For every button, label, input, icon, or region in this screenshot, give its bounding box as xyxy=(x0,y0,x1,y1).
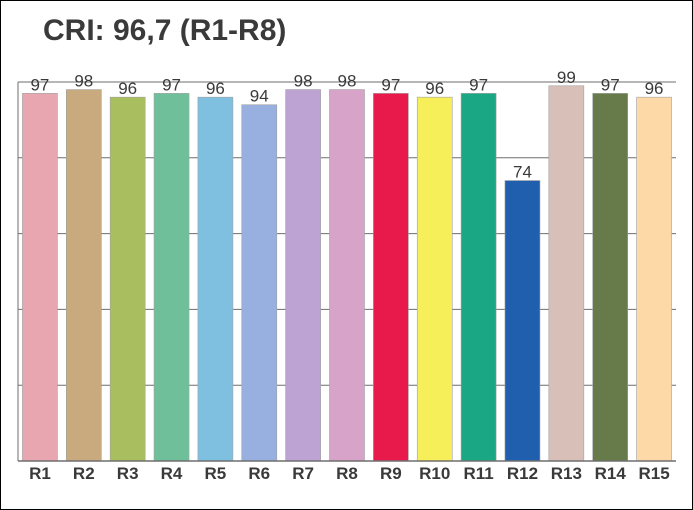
tick-label-r14: R14 xyxy=(595,464,627,483)
data-label-r5: 96 xyxy=(206,79,225,98)
bar-r15 xyxy=(636,96,672,462)
tick-label-r11: R11 xyxy=(463,464,493,483)
bar-r13 xyxy=(548,85,585,462)
data-label-r6: 94 xyxy=(250,87,269,106)
tick-label-r8: R8 xyxy=(336,464,358,483)
tick-label-r1: R1 xyxy=(29,464,51,483)
data-label-r3: 96 xyxy=(118,79,137,98)
data-label-r10: 96 xyxy=(425,79,444,98)
data-label-r11: 97 xyxy=(469,75,488,94)
chart-title: CRI: 96,7 (R1-R8) xyxy=(43,14,287,47)
tick-label-r3: R3 xyxy=(117,464,139,483)
bar-r3 xyxy=(109,96,146,462)
tick-label-r12: R12 xyxy=(507,464,538,483)
bar-r4 xyxy=(153,93,190,462)
data-label-r12: 74 xyxy=(513,163,532,182)
bar-r7 xyxy=(285,89,321,462)
data-label-r13: 99 xyxy=(557,68,576,87)
tick-label-r15: R15 xyxy=(638,464,669,483)
bar-r2 xyxy=(66,89,102,462)
tick-label-r7: R7 xyxy=(292,464,314,483)
tick-label-r2: R2 xyxy=(73,464,95,483)
data-label-r4: 97 xyxy=(162,75,181,94)
data-label-r8: 98 xyxy=(338,72,357,91)
tick-label-r5: R5 xyxy=(205,464,227,483)
data-label-r2: 98 xyxy=(74,72,93,91)
bar-r1 xyxy=(22,93,58,462)
tick-label-r10: R10 xyxy=(419,464,450,483)
data-label-r7: 98 xyxy=(294,72,313,91)
tick-label-r4: R4 xyxy=(161,464,183,483)
data-label-r1: 97 xyxy=(30,75,49,94)
bar-r11 xyxy=(460,93,497,462)
bar-r8 xyxy=(329,89,365,462)
data-label-r14: 97 xyxy=(601,75,620,94)
bar-r14 xyxy=(592,93,629,462)
data-label-r15: 96 xyxy=(645,79,664,98)
bar-r10 xyxy=(416,96,453,462)
tick-label-r9: R9 xyxy=(380,464,402,483)
tick-label-r13: R13 xyxy=(551,464,582,483)
bar-r5 xyxy=(197,96,234,462)
bar-r9 xyxy=(373,93,409,462)
data-label-r9: 97 xyxy=(381,75,400,94)
bar-r12 xyxy=(504,180,541,462)
tick-label-r6: R6 xyxy=(248,464,270,483)
bar-r6 xyxy=(241,104,278,462)
